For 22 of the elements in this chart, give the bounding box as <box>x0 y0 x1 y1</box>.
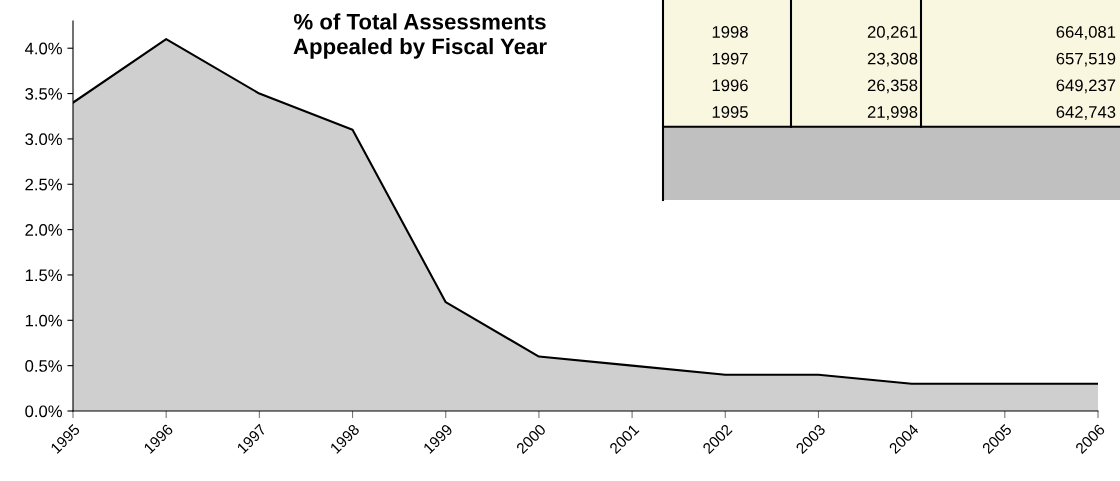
annotation: 21,998 <box>867 106 918 120</box>
y-tick-label: 3.0% <box>25 133 62 146</box>
y-tick-label: 1.5% <box>25 269 62 282</box>
y-tick-label: 4.0% <box>24 42 62 55</box>
annotation: 649,237 <box>1056 79 1116 94</box>
y-tick-label: 0.0% <box>25 405 62 418</box>
annotation: 664,081 <box>1056 26 1116 40</box>
annotation: 1995 <box>712 106 748 118</box>
annotation: 657,519 <box>1056 52 1116 67</box>
annotation: 642,743 <box>1056 106 1116 120</box>
y-tick-label: 1.0% <box>25 314 62 327</box>
y-tick-label: 0.5% <box>25 360 62 372</box>
chart-title: % of Total Assessments Appealed by Fiscal Year <box>293 13 547 59</box>
annotation: 23,308 <box>867 52 918 67</box>
y-tick-label: 2.5% <box>25 178 62 191</box>
y-tick-label: 2.0% <box>25 224 62 236</box>
annotation: 20,261 <box>867 26 918 40</box>
annotation: 1998 <box>712 26 748 38</box>
y-tick-label: 3.5% <box>25 87 62 100</box>
annotation: 1997 <box>712 52 748 65</box>
annotation: 26,358 <box>867 79 918 94</box>
annotation: 1996 <box>712 79 748 92</box>
